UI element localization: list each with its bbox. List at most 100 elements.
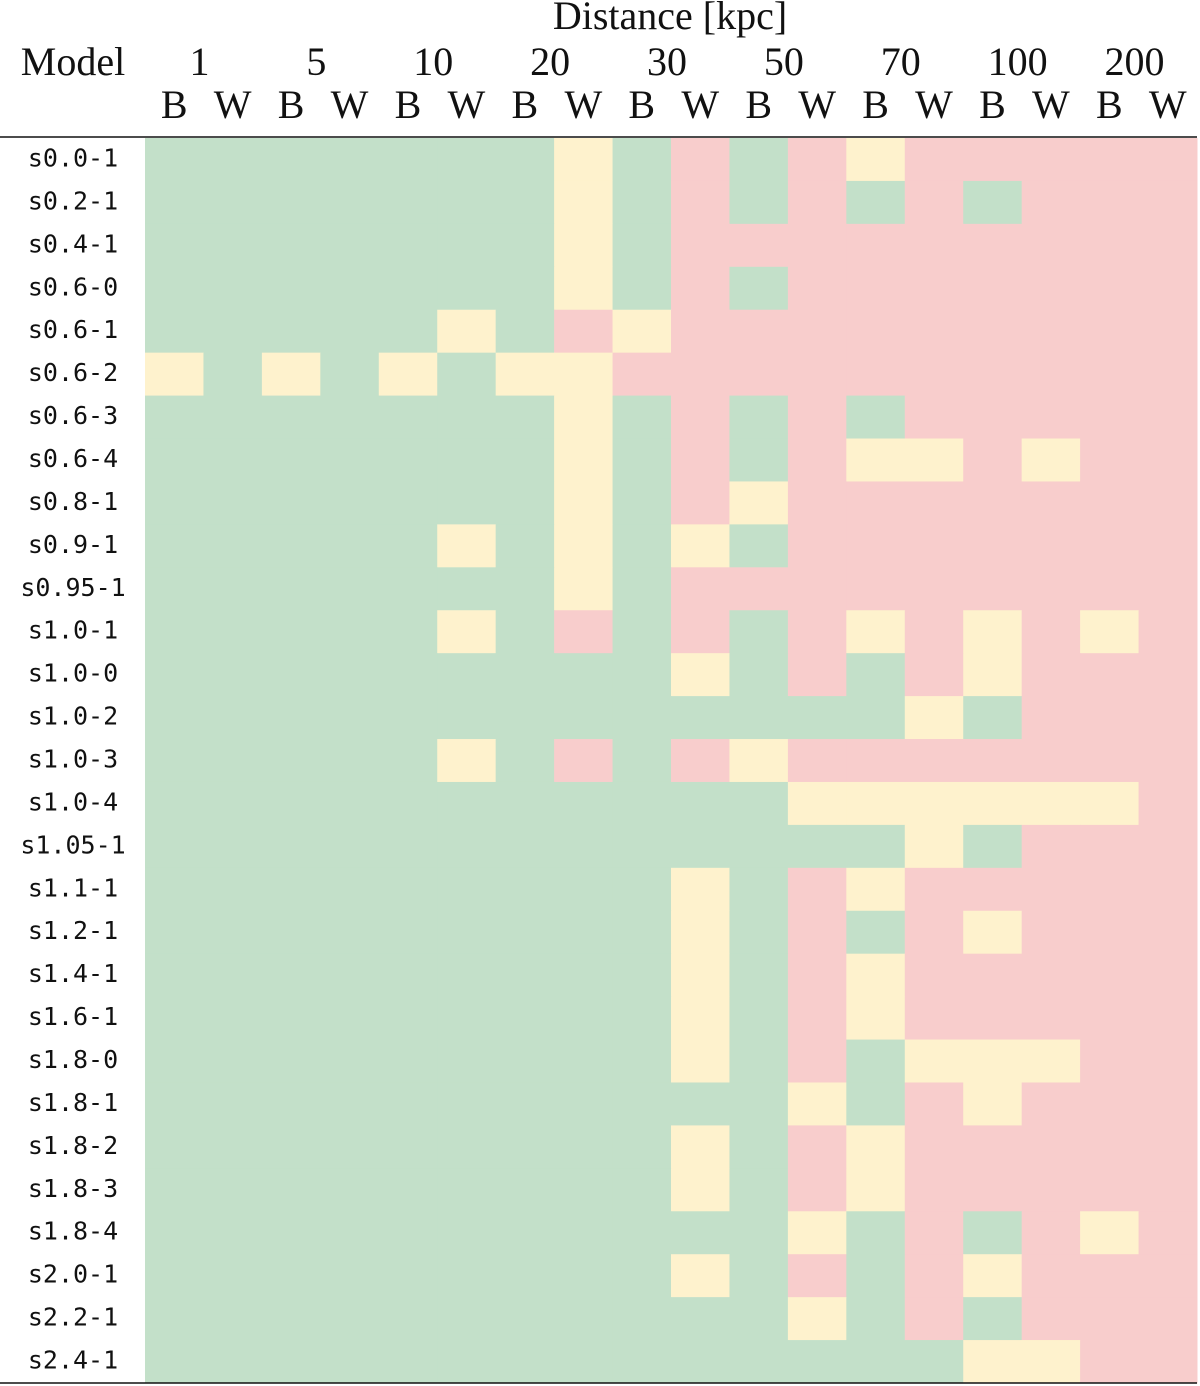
cell [904, 781, 964, 826]
cell [904, 610, 964, 654]
cell [378, 223, 438, 268]
sub-header: B [161, 82, 188, 127]
cell [554, 781, 614, 826]
cell [846, 610, 906, 654]
cell [963, 138, 1023, 182]
cell [554, 138, 614, 182]
cell [437, 567, 497, 611]
cell [671, 610, 730, 654]
cell [145, 223, 204, 268]
cell [1080, 996, 1140, 1041]
cell [963, 1125, 1023, 1169]
cell [320, 138, 380, 182]
cell [1080, 1211, 1140, 1255]
cell [1021, 996, 1081, 1041]
cell [1138, 395, 1198, 440]
cell [378, 481, 438, 525]
cell [145, 524, 204, 568]
model-name: s1.05-1 [20, 830, 125, 859]
cell [261, 739, 321, 783]
cell [846, 824, 906, 869]
cell [904, 910, 964, 955]
cell [145, 352, 204, 397]
cell [612, 266, 672, 311]
cell [261, 953, 321, 998]
cell [729, 309, 789, 354]
cell [1138, 781, 1198, 826]
cell [963, 567, 1023, 611]
cell [437, 781, 497, 826]
cell [1021, 653, 1081, 697]
cell [904, 867, 964, 912]
cell [495, 438, 555, 482]
cell [787, 867, 847, 912]
cell [320, 567, 380, 611]
cell [203, 481, 263, 525]
distance-label: 70 [881, 39, 921, 84]
cell [904, 996, 964, 1041]
cell [1080, 653, 1140, 697]
cell [1138, 1340, 1198, 1384]
cell [1138, 567, 1198, 611]
cell [261, 567, 321, 611]
cell [612, 395, 672, 440]
cell [963, 1340, 1023, 1384]
cell [203, 653, 263, 697]
cell [554, 653, 614, 697]
cell [1021, 696, 1081, 740]
cell [1138, 1125, 1198, 1169]
cell [612, 481, 672, 525]
cell [320, 309, 380, 354]
cell [729, 953, 789, 998]
cell [145, 1082, 204, 1126]
cell [320, 266, 380, 311]
cell [787, 1254, 847, 1298]
cell [145, 1039, 204, 1083]
cell [437, 1211, 497, 1255]
cell [729, 1340, 789, 1384]
cell [1138, 1211, 1198, 1255]
cell [203, 910, 263, 955]
cell [554, 1254, 614, 1298]
cell [729, 223, 789, 268]
cell [612, 1211, 672, 1255]
cell [1138, 953, 1198, 998]
cell [320, 1211, 380, 1255]
cell [554, 1168, 614, 1212]
cell [963, 1211, 1023, 1255]
cell [1080, 1039, 1140, 1083]
cell [1080, 953, 1140, 998]
cell [729, 266, 789, 311]
cell [203, 438, 263, 482]
cell [1080, 1340, 1140, 1384]
cell [1021, 1254, 1081, 1298]
cell [378, 1297, 438, 1341]
cell [261, 180, 321, 225]
cell [1080, 309, 1140, 354]
cell [378, 610, 438, 654]
cell [1080, 696, 1140, 740]
cell [437, 824, 497, 869]
cell [378, 1211, 438, 1255]
cell [846, 1297, 906, 1341]
cell [787, 1168, 847, 1212]
cell [1080, 1297, 1140, 1341]
cell [320, 739, 380, 783]
cell [787, 524, 847, 568]
cell [963, 610, 1023, 654]
cell [1080, 524, 1140, 568]
cell [378, 1168, 438, 1212]
sub-header: B [745, 82, 772, 127]
cell [1021, 1340, 1081, 1384]
cell [729, 352, 789, 397]
cell [846, 996, 906, 1041]
cell [495, 138, 555, 182]
cell [495, 352, 555, 397]
cell [729, 996, 789, 1041]
cell [203, 180, 263, 225]
cell [495, 653, 555, 697]
cell [1021, 1039, 1081, 1083]
cell [612, 996, 672, 1041]
cell [612, 524, 672, 568]
cell [612, 223, 672, 268]
